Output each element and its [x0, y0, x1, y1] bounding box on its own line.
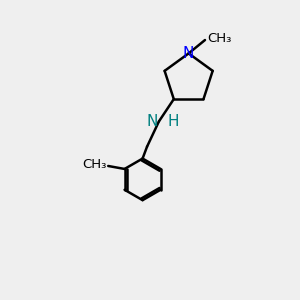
Text: H: H: [167, 115, 179, 130]
Text: N: N: [146, 115, 158, 130]
Text: N: N: [183, 46, 194, 61]
Text: CH₃: CH₃: [207, 32, 232, 45]
Text: CH₃: CH₃: [82, 158, 107, 171]
